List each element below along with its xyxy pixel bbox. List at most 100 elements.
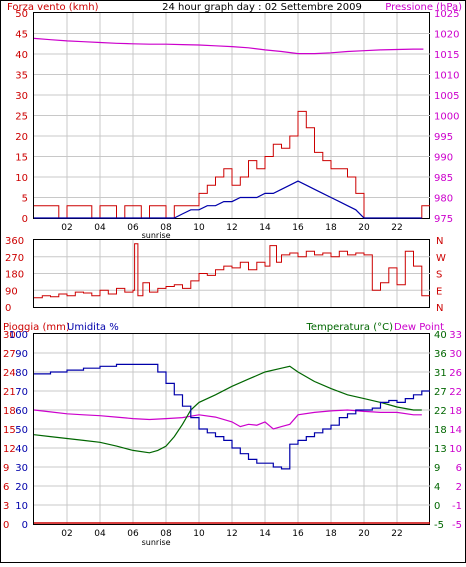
direction-series — [34, 243, 430, 299]
dewpoint-tick-label: 10 — [449, 444, 462, 455]
wind-x-axis: 02 04 06 08 10 12 14 16 18 20 22 — [61, 223, 402, 233]
humidity-tick-label: 02 — [61, 529, 72, 539]
wind-tick-label: 06 — [127, 223, 139, 233]
rain-tick-label: 15 — [3, 425, 16, 436]
temperature-y-axis: -5 0 4 9 13 18 22 27 31 36 40 — [434, 330, 447, 531]
pressure-y-axis: 975 980 985 990 995 1000 1005 1010 1015 1020 1025 — [434, 9, 459, 225]
humidity-tick-label: 10 — [15, 501, 28, 512]
temperature-line — [33, 365, 422, 454]
pressure-tick-label: 1025 — [434, 9, 459, 20]
humidity-line — [34, 363, 430, 470]
wind-tick-label: 14 — [259, 223, 271, 233]
wind-tick-label: 12 — [226, 223, 237, 233]
rain-tick-label: 18 — [3, 406, 16, 417]
wind-tick-label: 10 — [15, 173, 28, 184]
wind-tick-label: 02 — [61, 223, 72, 233]
humidity-series — [33, 363, 430, 524]
rain-y-axis: 0 3 6 9 12 15 18 21 24 27 30 — [3, 330, 16, 531]
dewpoint-tick-label: 33 — [449, 330, 462, 341]
humidity-tick-label: 30 — [15, 463, 28, 474]
pressure-tick-label: 1000 — [434, 112, 459, 123]
temperature-tick-label: -5 — [434, 520, 444, 531]
direction-y-axis-degrees: 0 90 180 270 360 — [5, 236, 24, 314]
humidity-tick-label: 90 — [15, 349, 28, 360]
rain-tick-label: 3 — [3, 501, 9, 512]
humidity-tick-label: 08 — [160, 529, 172, 539]
wind-tick-label: 20 — [358, 223, 370, 233]
humidity-tick-label: 14 — [259, 529, 271, 539]
dewpoint-axis-label: Dew Point — [394, 322, 444, 333]
wind-tick-label: 30 — [15, 91, 28, 102]
rain-tick-label: 30 — [3, 330, 16, 341]
graph-title: 24 hour graph day : 02 Settembre 2009 — [162, 2, 362, 13]
humidity-tick-label: 22 — [391, 529, 402, 539]
wind-direction-line — [34, 243, 430, 299]
rain-tick-label: 6 — [3, 482, 9, 493]
temperature-tick-label: 36 — [434, 349, 447, 360]
temperature-tick-label: 0 — [434, 501, 440, 512]
temperature-tick-label: 22 — [434, 406, 447, 417]
rain-tick-label: 27 — [3, 349, 16, 360]
humidity-y-axis: 0 10 20 30 40 50 60 70 80 90 100 — [9, 330, 28, 531]
wind-tick-label: 50 — [15, 9, 28, 20]
wind-tick-label: 22 — [391, 223, 402, 233]
humidity-tick-label: 16 — [292, 529, 304, 539]
humidity-tick-label: 12 — [226, 529, 237, 539]
humidity-x-axis: 02 04 06 08 10 12 14 16 18 20 22 — [61, 529, 402, 539]
pressure-tick-label: 1015 — [434, 50, 459, 61]
humidity-tick-label: 18 — [325, 529, 337, 539]
dewpoint-tick-label: 2 — [456, 482, 462, 493]
temperature-tick-label: 40 — [434, 330, 447, 341]
humidity-tick-label: 70 — [15, 387, 28, 398]
humidity-tick-label: 80 — [15, 368, 28, 379]
rain-tick-label: 9 — [3, 463, 9, 474]
direction-compass-label: N — [436, 303, 443, 314]
dewpoint-tick-label: 30 — [449, 349, 462, 360]
wind-tick-label: 25 — [15, 112, 28, 123]
wind-tick-label: 16 — [292, 223, 304, 233]
humidity-axis-label: Umidita % — [67, 322, 119, 333]
humidity-tick-label: 0 — [22, 520, 28, 531]
wind-axis-label: Forza vento (kmh) — [7, 2, 99, 13]
wind-tick-label: 10 — [193, 223, 205, 233]
temperature-tick-label: 18 — [434, 425, 447, 436]
dewpoint-line — [33, 409, 422, 430]
pressure-tick-label: 1010 — [434, 71, 459, 82]
wind-tick-label: 5 — [22, 194, 28, 205]
wind-gust-line — [34, 110, 430, 219]
pressure-tick-label: 1020 — [434, 30, 459, 41]
dewpoint-tick-label: 18 — [449, 406, 462, 417]
direction-degree-label: 90 — [5, 286, 18, 297]
wind-tick-label: 40 — [15, 50, 28, 61]
wind-tick-label: 18 — [325, 223, 337, 233]
humidity-tick-label: 40 — [15, 444, 28, 455]
dewpoint-tick-label: 6 — [456, 463, 462, 474]
temperature-axis-label: Temperatura (°C) — [305, 322, 393, 333]
dewpoint-tick-label: -1 — [452, 501, 462, 512]
humidity-tick-label: 20 — [15, 482, 28, 493]
dewpoint-tick-label: 22 — [449, 387, 462, 398]
humidity-tick-label: 50 — [15, 425, 28, 436]
wind-average-line — [34, 180, 422, 219]
direction-degree-label: 0 — [5, 303, 11, 314]
humidity-tick-label: 10 — [193, 529, 205, 539]
direction-compass-label: E — [436, 286, 442, 297]
humidity-tick-label: 100 — [9, 330, 28, 341]
pressure-tick-label: 980 — [434, 194, 453, 205]
temperature-tick-label: 4 — [434, 482, 440, 493]
wind-tick-label: 35 — [15, 71, 28, 82]
direction-degree-label: 180 — [5, 270, 24, 281]
temperature-tick-label: 13 — [434, 444, 447, 455]
temperature-tick-label: 31 — [434, 368, 447, 379]
rain-axis-label: Pioggia (mm) — [3, 322, 70, 333]
wind-tick-label: 15 — [15, 153, 28, 164]
pressure-tick-label: 1005 — [434, 91, 459, 102]
direction-compass-label: S — [436, 270, 442, 281]
